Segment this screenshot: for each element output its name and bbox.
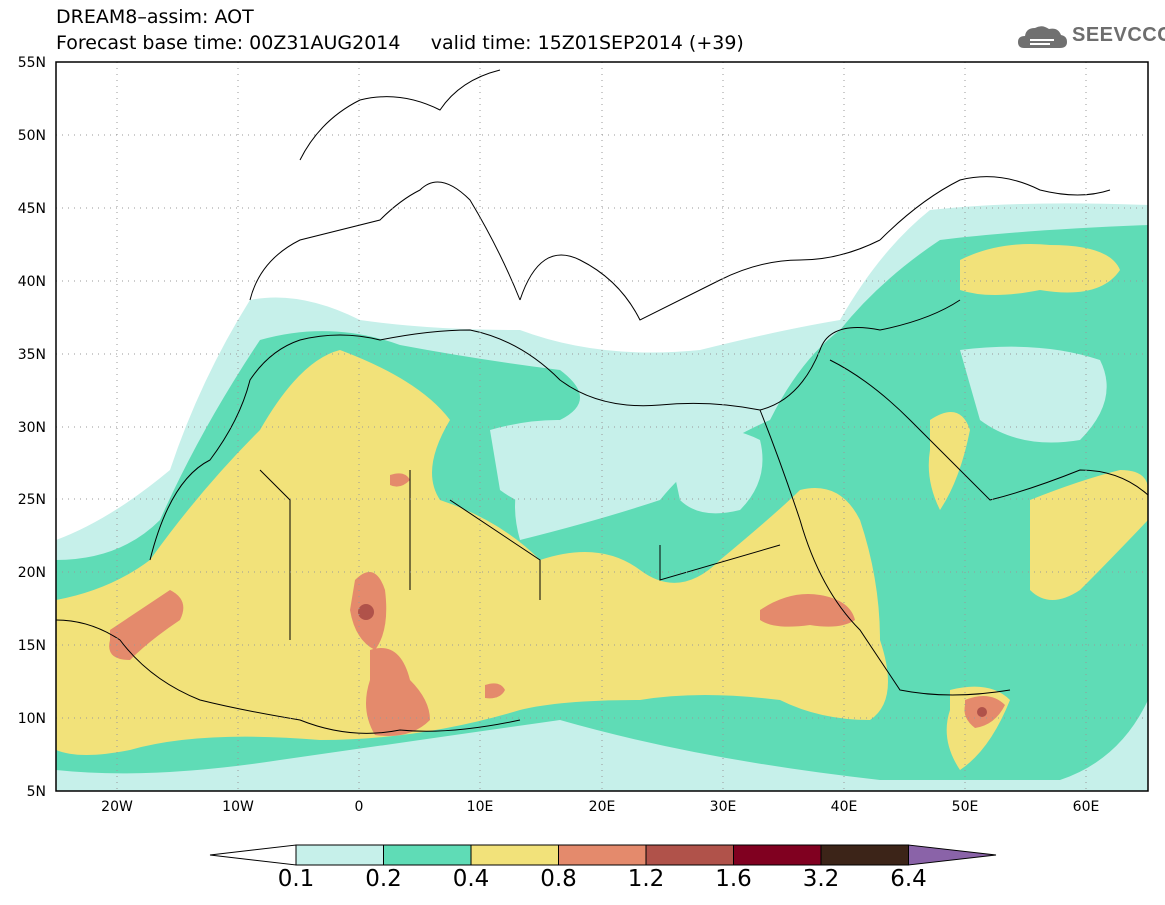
base-time: Forecast base time: 00Z31AUG2014 (56, 32, 401, 54)
graticule (56, 62, 1148, 791)
colorbar-swatch (645, 844, 734, 866)
lat-label: 20N (18, 565, 46, 581)
seevccc-logo: SEEVCCC (1016, 20, 1165, 54)
lat-label: 5N (27, 784, 46, 800)
colorbar-arrow-left (209, 844, 297, 866)
lat-label: 40N (18, 274, 46, 290)
lon-label: 50E (952, 799, 979, 815)
colorbar-swatch (733, 844, 822, 866)
colorbar-label: 1.6 (715, 866, 752, 892)
colorbar-swatch (470, 844, 559, 866)
logo-text: SEEVCCC (1072, 24, 1165, 46)
colorbar-swatch (295, 844, 384, 866)
map-title: DREAM8–assim: AOT (56, 6, 254, 28)
lon-label: 0 (355, 799, 364, 815)
colorbar-label: 3.2 (802, 866, 840, 892)
lon-label: 10E (467, 799, 494, 815)
lon-label: 30E (710, 799, 737, 815)
colorbar-arrow-right (908, 844, 997, 866)
coastlines (56, 69, 1148, 734)
aot-field (56, 62, 1148, 791)
lat-label: 25N (18, 492, 46, 508)
map-frame (55, 61, 1149, 792)
colorbar-swatch (558, 844, 647, 866)
latitude-labels: 55N 50N 45N 40N 35N 30N 25N 20N 15N 10N … (18, 55, 46, 800)
colorbar-label: 0.2 (365, 866, 402, 892)
colorbar (209, 844, 997, 866)
colorbar-label: 0.8 (540, 866, 577, 892)
lon-label: 20E (589, 799, 616, 815)
lat-label: 50N (18, 128, 46, 144)
lat-label: 30N (18, 420, 46, 436)
valid-time: valid time: 15Z01SEP2014 (+39) (430, 32, 744, 54)
lon-label: 60E (1073, 799, 1100, 815)
cloud-icon (1018, 26, 1067, 48)
colorbar-label: 0.4 (452, 866, 490, 892)
colorbar-swatch (820, 844, 909, 866)
lat-label: 55N (18, 55, 46, 71)
lat-label: 35N (18, 347, 46, 363)
lat-label: 10N (18, 711, 46, 727)
colorbar-label: 1.2 (627, 866, 665, 892)
lon-label: 20W (101, 799, 133, 815)
forecast-times: Forecast base time: 00Z31AUG2014 valid t… (56, 32, 744, 54)
longitude-labels: 20W 10W 0 10E 20E 30E 40E 50E 60E (101, 799, 1099, 815)
lon-label: 10W (222, 799, 254, 815)
lat-label: 45N (18, 201, 46, 217)
colorbar-label: 6.4 (890, 866, 927, 892)
colorbar-label: 0.1 (277, 866, 315, 892)
lat-label: 15N (18, 638, 46, 654)
lon-label: 40E (831, 799, 858, 815)
colorbar-swatch (383, 844, 472, 866)
